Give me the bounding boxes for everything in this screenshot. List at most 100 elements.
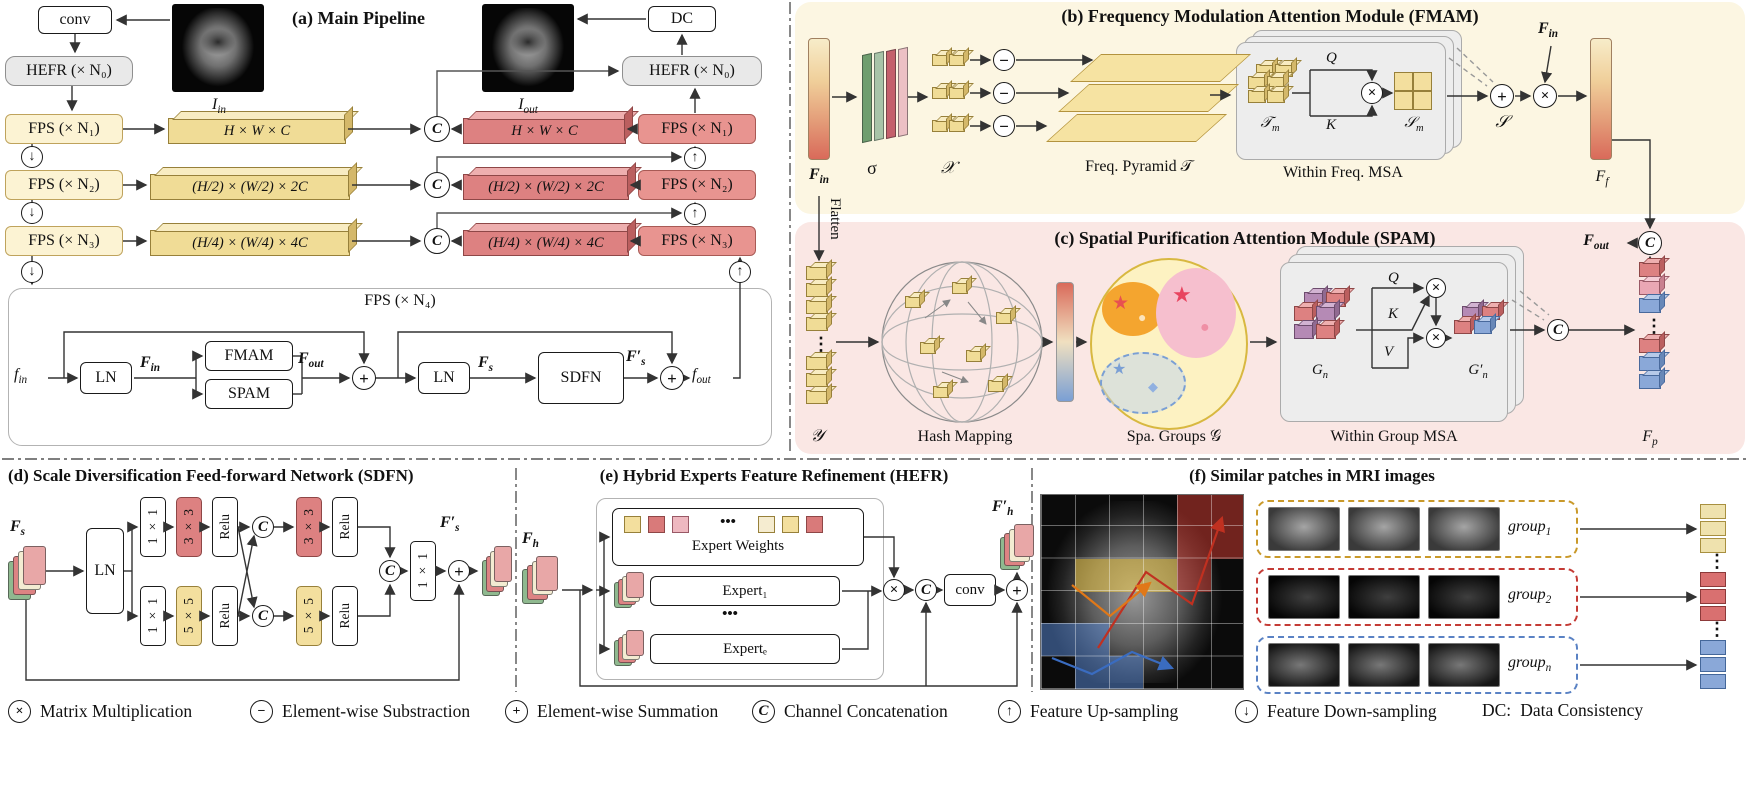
groupn-token: [1700, 640, 1726, 655]
fps4-block: [8, 288, 772, 446]
group1-token: [1700, 521, 1726, 536]
legend-item-data-consistency: DC: Data Consistency: [1482, 700, 1643, 721]
group1-patch: [1428, 507, 1500, 551]
relu-box: Relu: [212, 497, 238, 557]
encoder-feature-slab-2: (H/2) × (W/2) × 2C: [150, 174, 350, 200]
grid-lines: [1041, 495, 1243, 689]
relu-box: Relu: [212, 586, 238, 646]
frequency-pyramid-label: Freq. Pyramid 𝒯: [1085, 158, 1193, 175]
fps1-encoder-box: FPS (× N₁): [5, 114, 123, 144]
frequency-pyramid-sheet: [1046, 114, 1228, 142]
conv-5x5-box: 5 × 5: [296, 586, 322, 646]
legend-label: Matrix Multiplication: [40, 701, 193, 721]
elementwise-sum-icon: +: [505, 700, 528, 723]
hash-cube: [996, 312, 1012, 324]
fs-feature-stack-icon: [8, 546, 46, 600]
sm-label: 𝒮m: [1404, 115, 1424, 134]
hash-score-bar: [1056, 282, 1074, 402]
upsample-icon: ↑: [729, 261, 751, 283]
fps3-decoder-box: FPS (× N₃): [638, 226, 756, 256]
conv-1x1-box: 1 × 1: [140, 586, 166, 646]
sigma-label: σ: [867, 158, 877, 178]
feature-out-label: Fout: [298, 350, 324, 371]
group1-token: [1700, 504, 1726, 519]
group2-box: [1256, 568, 1578, 626]
group1-patch: [1348, 507, 1420, 551]
tm-token-cube: [1248, 90, 1266, 103]
panel-f-title: (f) Similar patches in MRI images: [1189, 466, 1435, 485]
hefr-encoder-box: HEFR (× N₀): [5, 56, 133, 86]
feature-s-label: Fs: [478, 354, 494, 375]
freq-component-cube: [932, 54, 948, 66]
fps4-label: FPS (× N₄): [364, 292, 436, 309]
concat-icon: C: [424, 172, 450, 198]
downsample-icon: ↓: [21, 202, 43, 224]
sigma-feature-sheet: [886, 48, 896, 140]
group2-token: [1700, 589, 1726, 604]
fs-label: Fs: [10, 518, 26, 539]
matrix-multiply-icon: ×: [1426, 278, 1446, 298]
star-shape-icon: ★: [1112, 361, 1127, 378]
gn-token-cube: [1316, 306, 1336, 321]
sigma-feature-sheet: [898, 46, 908, 138]
groupn-token: [1700, 674, 1726, 689]
star-shape-icon: ★: [1172, 282, 1192, 307]
upsample-icon: ↑: [684, 203, 706, 225]
concat-icon: C: [1547, 319, 1569, 341]
group2-token: [1700, 606, 1726, 621]
fout-label: Fout: [1583, 232, 1609, 253]
conv-1x1-box: 1 × 1: [140, 497, 166, 557]
elementwise-subtract-icon: −: [993, 49, 1015, 71]
group1-box: [1256, 500, 1578, 558]
dot-shape-icon: ●: [1200, 319, 1210, 336]
group1-label: group1: [1508, 518, 1552, 539]
groupn-box: [1256, 636, 1578, 694]
matrix-multiply-icon: ×: [883, 579, 905, 601]
gn-prime-token-cube: [1474, 320, 1492, 334]
relu-box: Relu: [332, 497, 358, 557]
legend-item-feature-downsampling: ↓ Feature Down-sampling: [1235, 700, 1437, 723]
concat-icon: C: [252, 605, 274, 627]
weight-square: [648, 516, 665, 533]
star-shape-icon: ★: [1112, 293, 1130, 314]
output-mri-image: [482, 4, 574, 92]
legend-label: Element-wise Substraction: [282, 701, 471, 721]
conv-3x3-box: 3 × 3: [176, 497, 202, 557]
legend-item-elementwise-subtraction: − Element-wise Substraction: [250, 700, 470, 723]
upsample-icon: ↑: [998, 700, 1021, 723]
expert-e-box: Expertₑ: [650, 634, 840, 664]
conv-box: conv: [944, 574, 996, 606]
hash-cube: [933, 386, 949, 398]
group2-label: group2: [1508, 586, 1552, 607]
elementwise-subtract-icon: −: [250, 700, 273, 723]
panel-a-title: (a) Main Pipeline: [292, 8, 425, 28]
layernorm-box: LN: [418, 362, 470, 394]
elementwise-sum-icon: +: [448, 560, 470, 582]
gn-token-cube: [1294, 324, 1314, 339]
query-label: Q: [1326, 50, 1337, 66]
fps2-decoder-box: FPS (× N₂): [638, 170, 756, 200]
legend-label: Data Consistency: [1520, 700, 1644, 720]
spam-box: SPAM: [205, 379, 293, 409]
expert1-feature-icon: [614, 572, 644, 608]
matrix-multiply-icon: ×: [1533, 84, 1557, 108]
fp-token-cube: [1639, 262, 1661, 277]
decoder-feature-slab-2: (H/2) × (W/2) × 2C: [463, 174, 629, 200]
fps1-decoder-box: FPS (× N₁): [638, 114, 756, 144]
input-image-label: Iin: [211, 96, 227, 117]
concat-icon: C: [252, 516, 274, 538]
sigma-feature-sheet: [862, 52, 872, 144]
group-pink-cluster: [1156, 268, 1236, 358]
vertical-dots: ⋮: [812, 334, 830, 354]
panel-e-title: (e) Hybrid Experts Feature Refinement (H…: [599, 466, 949, 485]
panel-d-title: (d) Scale Diversification Feed-forward N…: [8, 466, 414, 485]
downsample-icon: ↓: [1235, 700, 1258, 723]
tm-label: 𝒯m: [1260, 115, 1280, 134]
concat-icon: C: [1638, 231, 1662, 255]
groupn-patch: [1428, 643, 1500, 687]
fp-token-cube: [1639, 356, 1661, 371]
elementwise-sum-icon: +: [660, 366, 684, 390]
conv-5x5-box: 5 × 5: [176, 586, 202, 646]
concat-icon: C: [424, 228, 450, 254]
key-label: K: [1326, 117, 1337, 133]
